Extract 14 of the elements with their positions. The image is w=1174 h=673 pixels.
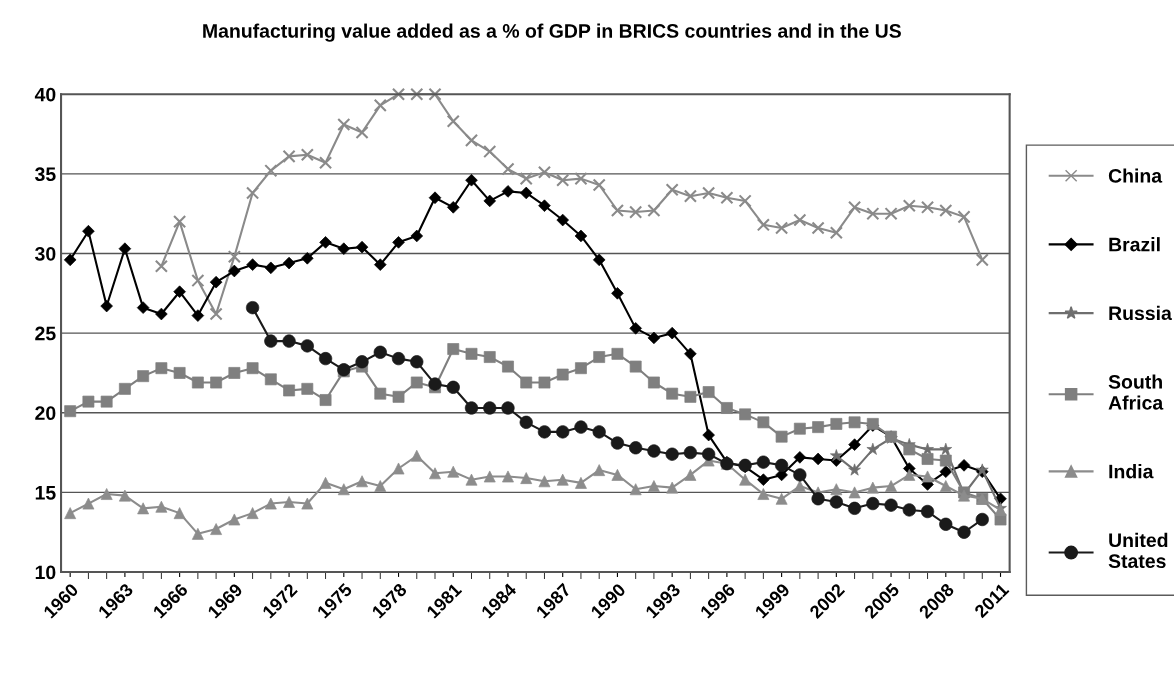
legend-label: United States: [1108, 532, 1168, 569]
legend-label: China: [1108, 168, 1163, 183]
y-tick-label: 40: [34, 87, 56, 102]
chart-title: Manufacturing value added as a % of GDP in BRICS countries and in the US: [203, 23, 901, 42]
legend-label: South Africa: [1108, 374, 1164, 410]
y-tick-label: 20: [35, 406, 56, 421]
y-tick-label: 15: [35, 486, 56, 500]
y-tick-label: 30: [35, 246, 56, 261]
legend-label: Russia: [1109, 305, 1172, 321]
y-tick-label: 25: [35, 326, 56, 341]
y-tick-label: 10: [35, 565, 56, 580]
y-tick-label: 35: [35, 167, 56, 182]
legend-label: India: [1109, 464, 1154, 479]
legend-label: Brazil: [1109, 237, 1160, 252]
